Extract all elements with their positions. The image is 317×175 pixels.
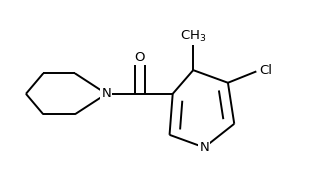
Text: $\mathregular{CH_3}$: $\mathregular{CH_3}$ <box>180 29 206 44</box>
Text: Cl: Cl <box>260 64 273 77</box>
Text: N: N <box>199 141 209 154</box>
Text: O: O <box>134 51 145 64</box>
Text: N: N <box>101 87 111 100</box>
